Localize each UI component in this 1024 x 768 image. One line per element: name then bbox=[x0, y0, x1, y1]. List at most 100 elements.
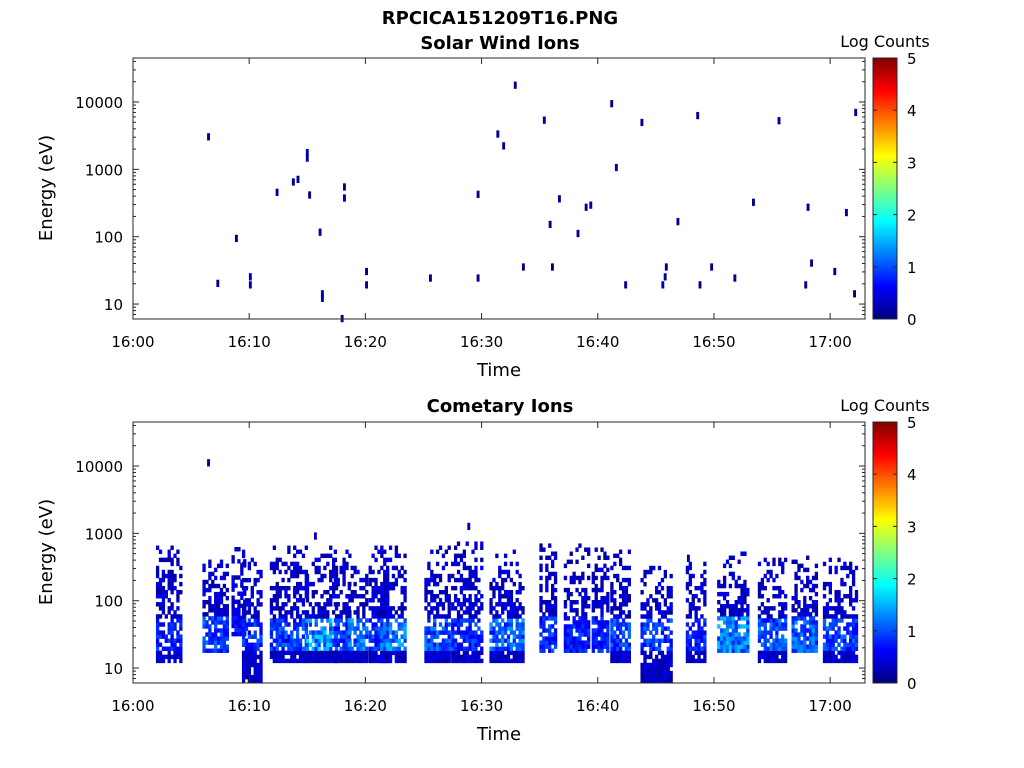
data-cell bbox=[587, 628, 591, 633]
data-cell bbox=[295, 581, 300, 587]
data-cell bbox=[269, 630, 274, 635]
data-cell bbox=[371, 658, 375, 664]
data-cell bbox=[825, 654, 830, 660]
data-cell bbox=[849, 569, 853, 575]
data-cell bbox=[772, 658, 776, 664]
data-cell bbox=[424, 606, 428, 611]
data-cell bbox=[444, 549, 448, 555]
data-cell bbox=[621, 585, 626, 591]
data-cell bbox=[222, 608, 227, 613]
data-cell bbox=[769, 654, 773, 660]
x-tick-label: 16:20 bbox=[344, 333, 387, 351]
data-cell bbox=[241, 674, 246, 680]
data-cell bbox=[471, 642, 475, 647]
data-cell bbox=[597, 600, 601, 605]
data-cell bbox=[578, 628, 582, 633]
data-cell bbox=[295, 573, 300, 579]
data-cell bbox=[250, 590, 254, 595]
data-cell bbox=[444, 622, 448, 627]
data-cell bbox=[241, 549, 246, 555]
data-cell bbox=[489, 646, 493, 652]
data-cell bbox=[447, 630, 451, 635]
data-cell bbox=[498, 594, 502, 599]
data-cell bbox=[244, 646, 249, 652]
data-cell bbox=[834, 658, 838, 664]
data-cell bbox=[388, 626, 393, 631]
data-cell bbox=[740, 591, 744, 597]
data-cell bbox=[725, 628, 730, 633]
data-cell bbox=[308, 654, 313, 660]
data-cell bbox=[509, 658, 514, 664]
data-cell bbox=[284, 634, 288, 639]
data-cell bbox=[155, 602, 160, 607]
data-cell bbox=[371, 654, 375, 660]
data-cell bbox=[778, 614, 782, 619]
data-cell bbox=[456, 598, 461, 603]
data-cell bbox=[663, 666, 668, 672]
data-cell bbox=[311, 650, 315, 656]
data-cell bbox=[438, 589, 443, 595]
data-cell bbox=[342, 642, 346, 647]
data-cell bbox=[814, 600, 819, 605]
data-cell bbox=[176, 598, 180, 603]
data-cell bbox=[731, 604, 735, 609]
data-cell bbox=[435, 634, 440, 639]
data-cell bbox=[219, 620, 224, 625]
data-cell bbox=[746, 624, 750, 629]
data-cell bbox=[737, 632, 741, 637]
data-cell bbox=[317, 650, 321, 656]
data-cell bbox=[797, 636, 801, 641]
data-cell bbox=[362, 606, 366, 611]
y-tick-label: 1000 bbox=[85, 161, 123, 179]
data-cell bbox=[214, 628, 218, 633]
data-cell bbox=[222, 620, 227, 625]
data-cell bbox=[509, 577, 514, 583]
data-cell bbox=[331, 581, 336, 587]
data-cell bbox=[542, 640, 546, 645]
data-cell bbox=[371, 638, 375, 643]
data-cell bbox=[374, 630, 378, 635]
data-cell bbox=[269, 561, 274, 567]
data-cell bbox=[284, 642, 288, 647]
data-cell bbox=[167, 630, 171, 635]
data-cell bbox=[840, 614, 844, 619]
data-cell bbox=[737, 640, 741, 645]
data-cell bbox=[606, 648, 610, 653]
data-cell bbox=[438, 577, 443, 583]
data-cell bbox=[480, 650, 484, 656]
data-cell bbox=[603, 644, 607, 649]
data-cell bbox=[237, 547, 241, 552]
data-cell bbox=[495, 618, 499, 623]
data-cell bbox=[301, 585, 306, 591]
data-cell bbox=[371, 569, 375, 575]
data-cell bbox=[606, 575, 610, 581]
data-cell bbox=[323, 610, 327, 615]
data-cell bbox=[301, 553, 306, 559]
data-cell bbox=[503, 561, 508, 567]
data-cell bbox=[459, 614, 464, 619]
data-cell bbox=[831, 654, 835, 660]
data-cell bbox=[703, 634, 707, 639]
data-cell bbox=[495, 614, 499, 619]
data-cell bbox=[509, 646, 514, 652]
data-cell bbox=[828, 606, 832, 611]
data-cell bbox=[380, 614, 384, 619]
data-cell bbox=[313, 532, 317, 540]
data-cell bbox=[301, 634, 306, 639]
data-cell bbox=[553, 628, 558, 633]
data-cell bbox=[222, 604, 227, 609]
data-cell bbox=[380, 642, 384, 647]
data-cell bbox=[775, 642, 779, 647]
data-cell bbox=[781, 569, 785, 575]
data-cell bbox=[578, 575, 582, 581]
data-cell bbox=[814, 644, 819, 649]
data-cell bbox=[778, 638, 782, 643]
data-cell bbox=[498, 569, 502, 575]
data-cell bbox=[603, 563, 607, 569]
data-cell bbox=[342, 581, 346, 587]
data-cell bbox=[435, 610, 440, 615]
data-cell bbox=[550, 624, 555, 629]
data-cell bbox=[243, 599, 247, 604]
data-cell bbox=[281, 614, 285, 619]
data-cell bbox=[746, 608, 750, 613]
